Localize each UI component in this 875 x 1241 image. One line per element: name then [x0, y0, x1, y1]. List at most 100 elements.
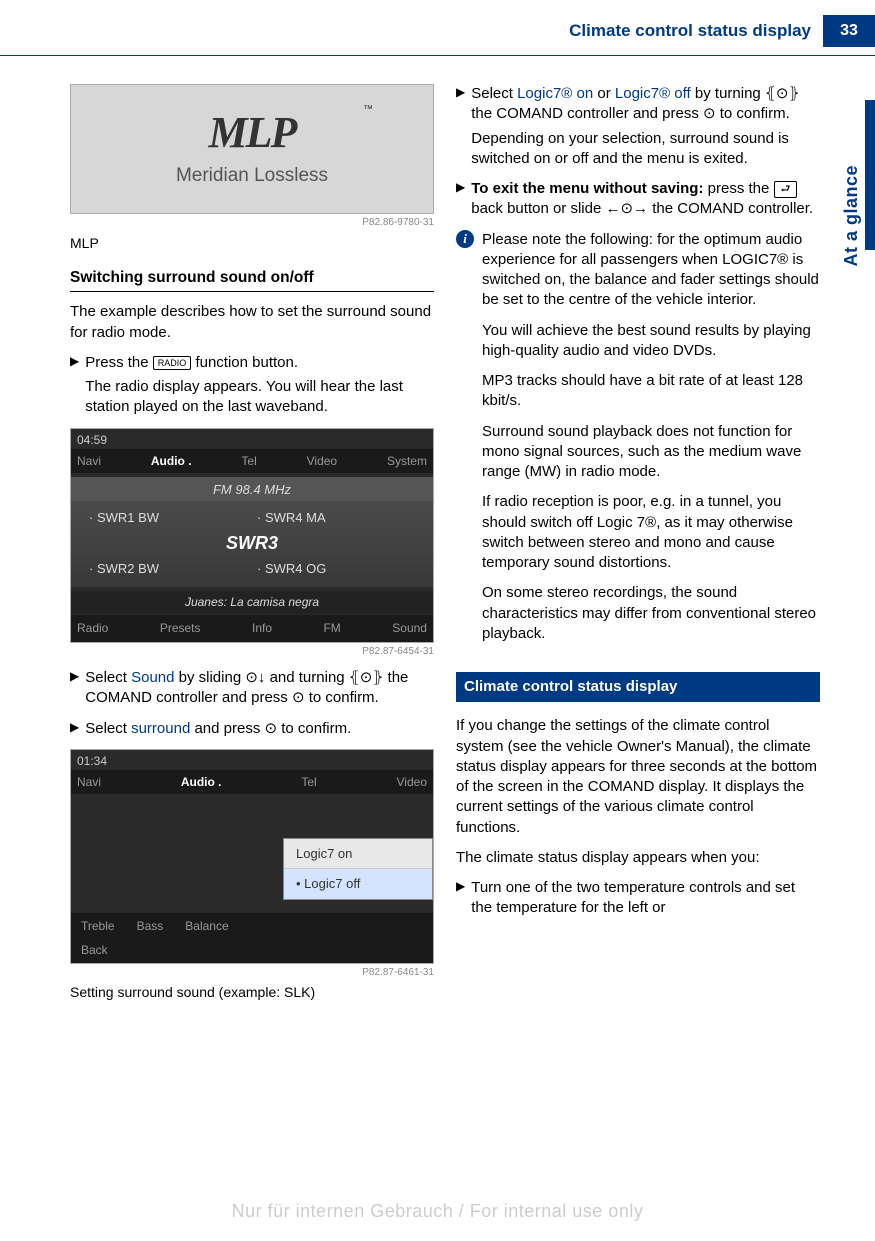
step-body: Select Logic7® on or Logic7® off by turn… — [471, 84, 820, 169]
step-3: ▶ Select surround and press ⊙ to confirm… — [70, 719, 434, 739]
step5-a: To exit the menu without saving: — [471, 180, 703, 197]
figure-label-3: Setting surround sound (example: SLK) — [70, 983, 434, 1002]
info-body: Please note the following: for the optim… — [482, 230, 820, 655]
step-2: ▶ Select Sound by sliding ⊙↓ and turning… — [70, 668, 434, 709]
step-marker: ▶ — [70, 668, 79, 709]
nav-audio: Audio . — [181, 774, 222, 790]
info-p3: MP3 tracks should have a bit rate of at … — [482, 371, 820, 412]
bb-sound: Sound — [392, 620, 427, 636]
cmd-logic7-off: Logic7® off — [615, 85, 691, 102]
step-1: ▶ Press the RADIO function button. The r… — [70, 353, 434, 418]
step4-a: Select — [471, 85, 517, 102]
station-1: · SWR1 BW — [89, 509, 247, 527]
step5-c: back button or slide ←⊙→ the COMAND cont… — [471, 200, 813, 217]
step-marker: ▶ — [456, 878, 465, 919]
climate-step: ▶ Turn one of the two temperature contro… — [456, 878, 820, 919]
station-current: SWR3 — [89, 531, 415, 556]
nav-tel: Tel — [301, 774, 316, 790]
logic7-popup: Logic7 on • Logic7 off — [283, 838, 433, 900]
info-p5: If radio reception is poor, e.g. in a tu… — [482, 492, 820, 573]
bb-bass: Bass — [137, 918, 164, 934]
heading-rule — [70, 291, 434, 292]
figure-code-1: P82.86-9780-31 — [70, 216, 434, 230]
climate-p2: The climate status display appears when … — [456, 848, 820, 868]
mlp-tm: ™ — [363, 103, 373, 117]
info-p2: You will achieve the best sound results … — [482, 321, 820, 362]
step-5: ▶ To exit the menu without saving: press… — [456, 179, 820, 220]
comand-screen-2: 01:34 Navi Audio . Tel Video Logic7 on •… — [71, 750, 433, 963]
step-4: ▶ Select Logic7® on or Logic7® off by tu… — [456, 84, 820, 169]
nav-video: Video — [397, 774, 427, 790]
step3-a: Select — [85, 720, 131, 737]
step3-b: and press ⊙ to confirm. — [190, 720, 351, 737]
cs-topbar: Navi Audio . Tel Video System — [71, 449, 433, 473]
climate-step-body: Turn one of the two temperature controls… — [471, 878, 820, 919]
station-2: · SWR4 MA — [257, 509, 415, 527]
bb-treble: Treble — [81, 918, 115, 934]
opt-logic7-off: • Logic7 off — [284, 869, 432, 899]
figure-code-2: P82.87-6454-31 — [70, 645, 434, 659]
step-body: To exit the menu without saving: press t… — [471, 179, 820, 220]
opt-logic7-on: Logic7 on — [284, 839, 432, 870]
cs-back-row: Back — [71, 937, 433, 963]
step4-c: Depending on your selection, surround so… — [471, 129, 820, 170]
section-climate: Climate control status display — [456, 672, 820, 702]
step-marker: ▶ — [456, 84, 465, 169]
cs-bottombar-2: Treble Bass Balance — [71, 913, 433, 939]
nav-system: System — [387, 453, 427, 469]
bb-fm: FM — [323, 620, 340, 636]
step1-text-c: The radio display appears. You will hear… — [85, 377, 434, 418]
info-p4: Surround sound playback does not functio… — [482, 422, 820, 483]
bb-info: Info — [252, 620, 272, 636]
comand-screen-1: 04:59 Navi Audio . Tel Video System FM 9… — [71, 429, 433, 642]
climate-p1: If you change the settings of the climat… — [456, 716, 820, 838]
intro-text: The example describes how to set the sur… — [70, 302, 434, 343]
figure-label-1: MLP — [70, 234, 434, 253]
heading-switch: Switching surround sound on/off — [70, 268, 434, 289]
figure-code-3: P82.87-6461-31 — [70, 966, 434, 980]
nav-tel: Tel — [241, 453, 256, 469]
bb-presets: Presets — [160, 620, 201, 636]
figure-comand-2: 01:34 Navi Audio . Tel Video Logic7 on •… — [70, 749, 434, 964]
left-column: MLP ™ Meridian Lossless P82.86-9780-31 M… — [70, 84, 434, 1002]
step-marker: ▶ — [70, 353, 79, 418]
watermark: Nur für internen Gebrauch / For internal… — [0, 1199, 875, 1223]
mlp-subtitle: Meridian Lossless — [176, 163, 328, 189]
step5-b: press the — [703, 180, 773, 197]
bb-balance: Balance — [185, 918, 228, 934]
step2-a: Select — [85, 669, 131, 686]
side-tab-strip — [865, 100, 875, 250]
info-icon: i — [456, 230, 474, 248]
step-body: Select Sound by sliding ⊙↓ and turning ⦃… — [85, 668, 434, 709]
cs-now-playing: Juanes: La camisa negra — [71, 591, 433, 613]
page-header: Climate control status display 33 — [0, 0, 875, 55]
step-body: Press the RADIO function button. The rad… — [85, 353, 434, 418]
nav-audio: Audio . — [151, 453, 192, 469]
nav-video: Video — [307, 453, 337, 469]
cmd-sound: Sound — [131, 669, 174, 686]
back-button-icon: ⮐ — [774, 181, 798, 198]
step-marker: ▶ — [456, 179, 465, 220]
cs-bottombar: Radio Presets Info FM Sound — [71, 615, 433, 641]
info-block: i Please note the following: for the opt… — [456, 230, 820, 655]
cs-topbar-2: Navi Audio . Tel Video — [71, 770, 433, 794]
station-4: · SWR2 BW — [89, 560, 247, 578]
content: MLP ™ Meridian Lossless P82.86-9780-31 M… — [0, 56, 875, 1002]
side-tab: At a glance — [839, 165, 863, 267]
nav-navi: Navi — [77, 453, 101, 469]
header-title: Climate control status display — [569, 20, 823, 43]
station-5: · SWR4 OG — [257, 560, 415, 578]
info-p6: On some stereo recordings, the sound cha… — [482, 583, 820, 644]
cs-time-2: 01:34 — [77, 753, 107, 769]
radio-button-icon: RADIO — [153, 356, 192, 370]
figure-comand-1: 04:59 Navi Audio . Tel Video System FM 9… — [70, 428, 434, 643]
page-number: 33 — [823, 15, 875, 47]
step1-text-a: Press the — [85, 354, 153, 371]
step-body: Select surround and press ⊙ to confirm. — [85, 719, 434, 739]
step-marker: ▶ — [70, 719, 79, 739]
nav-navi: Navi — [77, 774, 101, 790]
bb-back: Back — [81, 942, 108, 958]
cs-stations: · SWR1 BW · SWR4 MA SWR3 · SWR2 BW · SWR… — [71, 501, 433, 587]
cmd-surround: surround — [131, 720, 190, 737]
step4-or: or — [593, 85, 615, 102]
